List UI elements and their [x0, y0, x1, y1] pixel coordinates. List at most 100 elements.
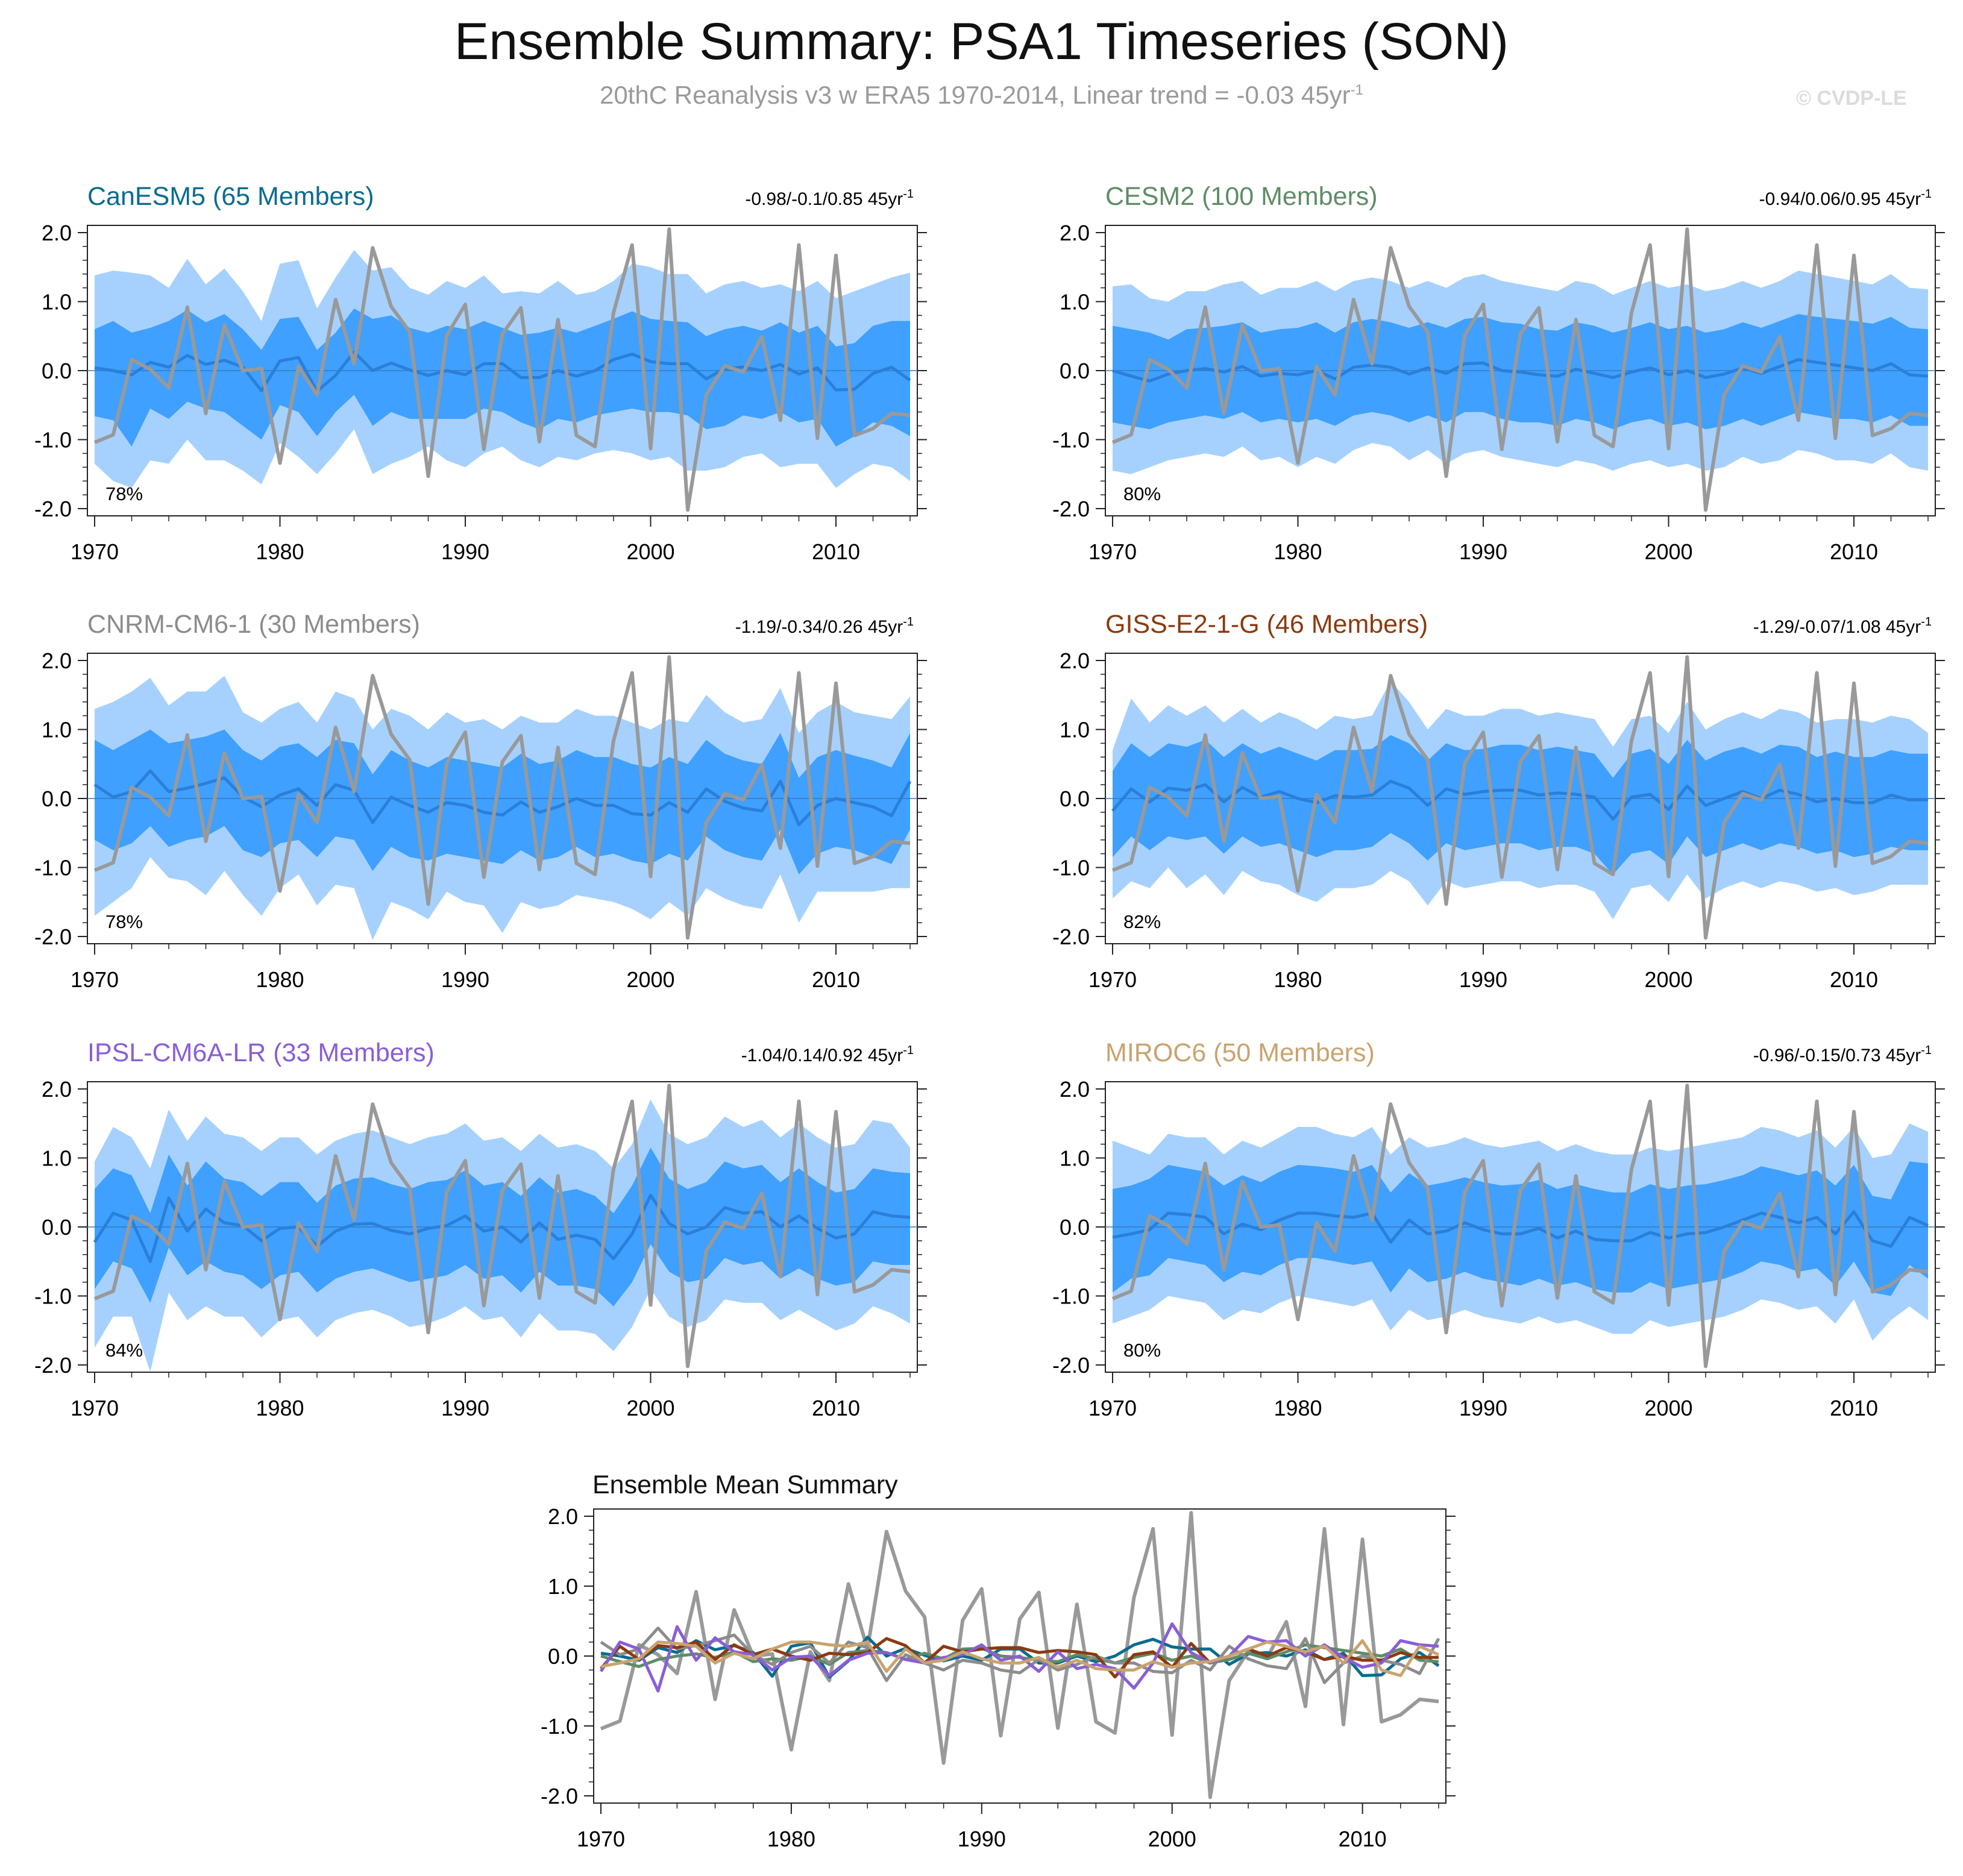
summary-panel-observation-line — [600, 1511, 1439, 1799]
panel-3: 2.0 1.0 0.0 -1.0 -2.0 1970 1980 1990 2000 2010 CNR… — [34, 610, 927, 992]
panel-4-plot-area — [1105, 655, 1935, 940]
panel-2-x-tick-label: 2010 — [1830, 539, 1878, 564]
panel-2-plot-area — [1105, 227, 1935, 512]
panel-6-y-tick-label: 2.0 — [1060, 1077, 1090, 1102]
panel-5-ensemble-mean-line — [93, 1193, 911, 1263]
panel-5-x-tick-label: 2000 — [626, 1396, 674, 1420]
panel-2-stats: -0.94/0.06/0.95 45yr-1 — [1759, 187, 1932, 209]
panel-3-plot-area — [87, 655, 917, 940]
panel-1-x-tick-label: 1970 — [71, 539, 119, 564]
summary-panel-y-tick-label: -2.0 — [541, 1784, 578, 1809]
panel-5-y-tick-label: -1.0 — [34, 1284, 72, 1309]
summary-panel-x-tick-label: 1980 — [767, 1827, 815, 1851]
panel-2-y-tick-label: 2.0 — [1060, 221, 1090, 245]
panel-4-title: GISS-E2-1-G (46 Members) — [1105, 610, 1428, 639]
summary-panel-x-tick-label: 2010 — [1339, 1827, 1387, 1851]
panel-5-percent: 84% — [105, 1340, 143, 1361]
panel-1-x-tick-label: 1980 — [256, 539, 304, 564]
panel-2-x-tick-label: 1990 — [1459, 539, 1507, 564]
panel-2: 2.0 1.0 0.0 -1.0 -2.0 1970 1980 1990 2000 2010 CES… — [1052, 182, 1945, 564]
panel-4-x-tick-label: 1970 — [1088, 967, 1137, 992]
panel-3-y-tick-label: 0.0 — [42, 786, 72, 811]
panel-6-y-tick-label: 1.0 — [1060, 1146, 1090, 1171]
panel-4-percent: 82% — [1123, 911, 1161, 932]
panel-3-x-tick-label: 2010 — [812, 967, 860, 992]
panel-4-y-tick-label: -1.0 — [1052, 856, 1090, 880]
summary-panel-y-tick-label: 0.0 — [548, 1644, 578, 1669]
panel-5-x-tick-label: 2010 — [812, 1396, 860, 1420]
panel-6-x-tick-label: 1990 — [1459, 1396, 1507, 1420]
panel-3-x-tick-label: 1980 — [256, 967, 304, 992]
panel-5-x-tick-label: 1990 — [441, 1396, 489, 1420]
panel-1-plot-area — [87, 227, 917, 512]
panel-4-y-tick-label: -2.0 — [1052, 924, 1090, 949]
panel-3-x-tick-label: 2000 — [626, 967, 674, 992]
panel-5-plot-area — [87, 1084, 917, 1372]
summary-panel-y-tick-label: 1.0 — [548, 1574, 578, 1599]
panel-4-y-tick-label: 1.0 — [1060, 718, 1090, 742]
panel-4-x-tick-label: 2010 — [1830, 967, 1878, 992]
panel-6-x-tick-label: 2000 — [1644, 1396, 1692, 1420]
panel-1-percent: 78% — [105, 483, 143, 504]
summary-panel-mean-line-6 — [600, 1639, 1440, 1677]
panel-6-observation-line — [1111, 1084, 1929, 1369]
summary-panel-title: Ensemble Mean Summary — [592, 1470, 898, 1499]
panel-1-y-tick-label: -1.0 — [34, 428, 72, 453]
panel-3-y-tick-label: 2.0 — [42, 648, 72, 673]
panel-1-y-tick-label: 1.0 — [42, 290, 72, 315]
panel-6-x-tick-label: 1970 — [1088, 1396, 1137, 1420]
panel-1-inner-band — [95, 308, 910, 447]
panel-1-ensemble-mean-line — [94, 350, 911, 393]
panel-5-y-tick-label: 1.0 — [42, 1146, 72, 1171]
summary-panel-x-tick-label: 1970 — [577, 1827, 625, 1851]
panel-3-inner-band — [95, 729, 910, 874]
subtitle-superscript: -1 — [1350, 82, 1363, 98]
summary-panel-x-tick-label: 1990 — [958, 1827, 1006, 1851]
panel-4-y-tick-label: 2.0 — [1060, 648, 1090, 673]
panel-2-y-tick-label: -1.0 — [1052, 428, 1090, 453]
panel-5-y-tick-label: 0.0 — [42, 1215, 72, 1240]
panel-6-ensemble-mean-line — [1112, 1210, 1929, 1248]
panel-3-x-tick-label: 1970 — [71, 967, 119, 992]
panel-6-stats: -0.96/-0.15/0.73 45yr-1 — [1753, 1044, 1932, 1065]
panel-2-y-tick-label: 1.0 — [1060, 290, 1090, 315]
panel-3-stats: -1.19/-0.34/0.26 45yr-1 — [735, 615, 914, 637]
summary-panel-y-tick-label: -1.0 — [541, 1714, 578, 1739]
subtitle-text: 20thC Reanalysis v3 w ERA5 1970-2014, Li… — [600, 81, 1351, 109]
panel-2-title: CESM2 (100 Members) — [1105, 182, 1378, 211]
panel-6: 2.0 1.0 0.0 -1.0 -2.0 1970 1980 1990 2000 2010 MIR… — [1052, 1038, 1945, 1420]
panel-6-plot-area — [1105, 1084, 1935, 1369]
panel-6-y-tick-label: -1.0 — [1052, 1284, 1090, 1309]
panel-1: 2.0 1.0 0.0 -1.0 -2.0 1970 1980 1990 2000 2010 Can… — [34, 182, 927, 564]
panel-3-y-tick-label: -1.0 — [34, 856, 72, 880]
panel-4-observation-line — [1111, 655, 1929, 940]
panel-1-stats: -0.98/-0.1/0.85 45yr-1 — [745, 187, 914, 209]
panel-1-x-tick-label: 2010 — [812, 539, 860, 564]
page-title: Ensemble Summary: PSA1 Timeseries (SON) — [454, 13, 1509, 71]
panel-6-y-tick-label: 0.0 — [1060, 1215, 1090, 1240]
panel-5-x-tick-label: 1970 — [71, 1396, 119, 1420]
panel-1-observation-line — [93, 227, 911, 512]
panel-1-y-tick-label: 2.0 — [42, 221, 72, 245]
panel-5-stats: -1.04/0.14/0.92 45yr-1 — [741, 1044, 914, 1065]
panel-1-x-tick-label: 1990 — [441, 539, 489, 564]
panel-3-observation-line — [93, 655, 911, 940]
panel-5-observation-line — [93, 1084, 911, 1369]
summary-panel: 2.0 1.0 0.0 -1.0 -2.0 1970 1980 1990 2000 2010 Ens… — [541, 1470, 1456, 1851]
panel-2-x-tick-label: 1980 — [1274, 539, 1322, 564]
summary-panel-y-tick-label: 2.0 — [548, 1504, 578, 1529]
summary-panel-plot-area — [599, 1511, 1440, 1799]
summary-panel-x-tick-label: 2000 — [1148, 1827, 1196, 1851]
panel-1-title: CanESM5 (65 Members) — [87, 182, 374, 211]
panel-4-ensemble-mean-line — [1111, 779, 1928, 821]
panel-2-ensemble-mean-line — [1112, 358, 1929, 383]
panel-1-y-tick-label: 0.0 — [42, 359, 72, 383]
panel-6-title: MIROC6 (50 Members) — [1105, 1038, 1375, 1067]
panel-3-x-tick-label: 1990 — [441, 967, 489, 992]
panel-2-y-tick-label: -2.0 — [1052, 497, 1090, 521]
panel-2-y-tick-label: 0.0 — [1060, 359, 1090, 383]
panel-5-x-tick-label: 1980 — [256, 1396, 304, 1420]
panel-3-percent: 78% — [105, 911, 143, 932]
panel-6-x-tick-label: 2010 — [1830, 1396, 1878, 1420]
